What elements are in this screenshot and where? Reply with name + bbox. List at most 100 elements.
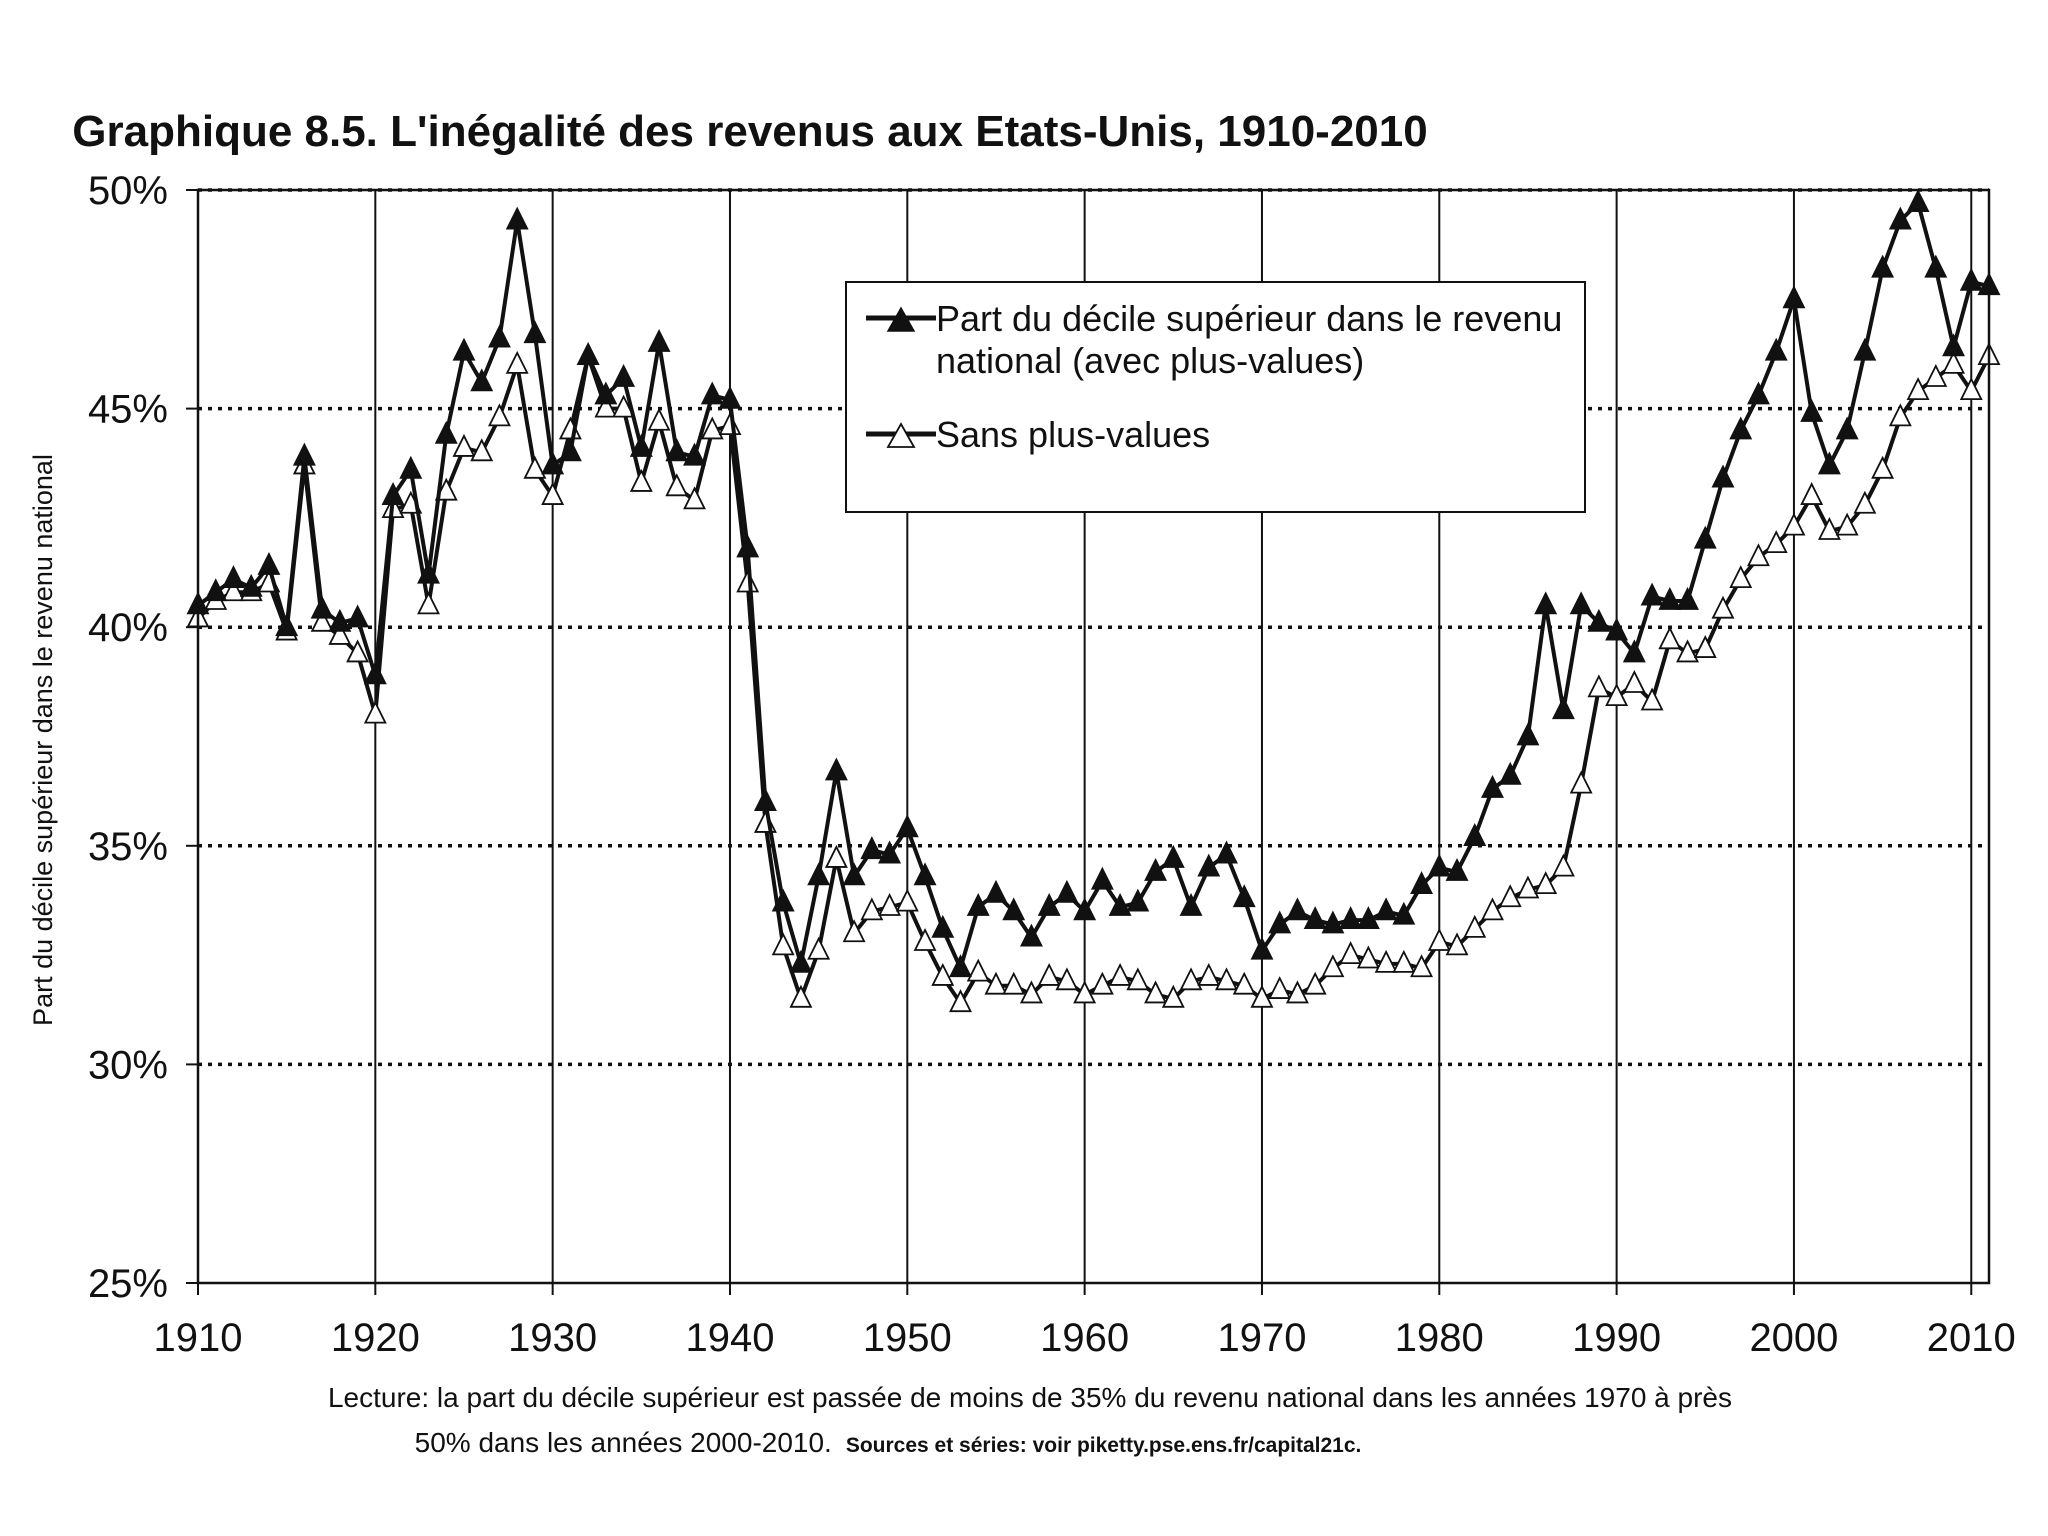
data-point xyxy=(949,989,972,1013)
legend-label-line-1: Part du décile supérieur dans le revenu xyxy=(936,298,1562,339)
data-point xyxy=(1108,892,1132,916)
data-point xyxy=(1161,844,1185,868)
data-point xyxy=(505,350,529,374)
data-point xyxy=(718,412,742,435)
data-point xyxy=(700,416,724,440)
data-point xyxy=(1161,984,1185,1008)
data-point xyxy=(860,897,884,921)
data-point xyxy=(1906,189,1930,213)
data-point xyxy=(275,613,299,637)
data-point xyxy=(1800,482,1824,505)
data-point xyxy=(1498,884,1522,908)
data-point xyxy=(594,394,618,418)
data-point xyxy=(1232,971,1256,995)
data-point xyxy=(1002,971,1026,995)
data-point xyxy=(1605,617,1629,641)
data-point xyxy=(1073,897,1097,921)
data-point xyxy=(913,927,937,951)
data-point xyxy=(1853,490,1877,514)
data-point xyxy=(1534,591,1558,615)
data-point xyxy=(541,451,565,475)
data-point xyxy=(1374,949,1398,973)
data-point xyxy=(1126,967,1150,991)
data-point xyxy=(647,329,671,352)
x-tick-label: 1940 xyxy=(685,1316,774,1360)
data-point xyxy=(470,438,494,462)
data-point xyxy=(612,394,636,418)
data-point xyxy=(1498,761,1522,785)
data-point xyxy=(878,892,902,916)
data-point xyxy=(222,565,245,589)
data-point xyxy=(1232,884,1256,908)
chart-title: Graphique 8.5. L'inégalité des revenus a… xyxy=(72,107,1427,156)
data-point xyxy=(807,862,831,886)
data-point xyxy=(824,844,848,868)
data-point xyxy=(346,604,370,628)
x-tick-label: 1930 xyxy=(508,1316,597,1360)
data-point xyxy=(1215,840,1238,864)
data-point xyxy=(452,337,476,361)
data-point xyxy=(1888,206,1912,230)
data-point xyxy=(257,551,281,575)
data-point xyxy=(1427,853,1451,877)
y-tick-label: 50% xyxy=(88,169,168,213)
data-point xyxy=(718,385,742,409)
data-point xyxy=(1658,626,1682,650)
data-point xyxy=(1622,670,1646,693)
x-tick-label: 1970 xyxy=(1217,1316,1306,1360)
data-point xyxy=(1569,770,1593,794)
data-point xyxy=(984,879,1008,903)
data-point xyxy=(1126,888,1150,912)
lecture-note-line-1: Lecture: la part du décile supérieur est… xyxy=(328,1382,1732,1413)
x-tick-label: 2000 xyxy=(1749,1316,1838,1360)
data-point xyxy=(487,324,511,348)
data-point xyxy=(1445,858,1469,881)
data-point xyxy=(931,962,955,986)
data-point xyxy=(1392,901,1416,925)
data-point xyxy=(1888,403,1912,427)
x-tick-label: 2010 xyxy=(1927,1316,2016,1360)
data-point xyxy=(1640,687,1664,711)
data-point xyxy=(824,757,848,781)
data-point xyxy=(1321,954,1345,978)
data-point xyxy=(1676,586,1699,610)
data-point xyxy=(895,888,919,912)
data-point xyxy=(1215,967,1238,991)
x-tick-label: 1960 xyxy=(1040,1316,1129,1360)
data-point xyxy=(239,573,263,597)
data-point xyxy=(807,936,831,960)
data-point xyxy=(753,809,777,833)
data-point xyxy=(931,914,955,938)
data-point xyxy=(878,840,902,864)
data-point xyxy=(1250,984,1274,1008)
data-point xyxy=(1055,879,1079,903)
data-point xyxy=(1019,923,1043,947)
data-point xyxy=(1782,512,1806,536)
y-tick-label: 40% xyxy=(88,606,168,650)
data-point xyxy=(1481,897,1504,921)
data-point xyxy=(541,482,565,505)
data-point xyxy=(328,608,352,632)
data-point xyxy=(558,438,582,462)
data-point xyxy=(487,403,511,427)
data-point xyxy=(1197,962,1221,986)
data-point xyxy=(1924,363,1948,387)
data-point xyxy=(966,892,990,916)
data-point xyxy=(771,888,795,912)
data-point xyxy=(771,932,795,956)
x-tick-label: 1920 xyxy=(331,1316,420,1360)
data-point xyxy=(1268,976,1292,999)
data-point xyxy=(310,595,334,619)
data-point xyxy=(1640,582,1664,606)
data-point xyxy=(1959,267,1983,291)
plot-area xyxy=(186,189,2001,1013)
y-axis-label: Part du décile supérieur dans le revenu … xyxy=(28,454,58,1026)
data-point xyxy=(505,206,529,230)
data-point xyxy=(700,381,724,405)
data-point xyxy=(1250,936,1274,960)
data-point xyxy=(1481,774,1504,798)
data-point xyxy=(1356,906,1380,930)
data-point xyxy=(1658,586,1682,610)
data-point xyxy=(1693,635,1717,658)
